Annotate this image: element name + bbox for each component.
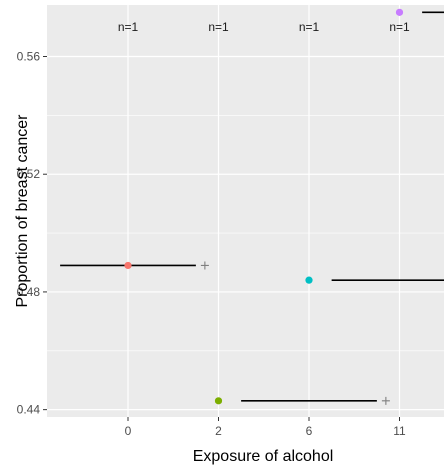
y-axis-ticks: 0.44 0.48 0.52 0.56 (17, 50, 47, 417)
data-point (305, 276, 313, 284)
y-tick-label: 0.44 (17, 403, 41, 417)
data-point (214, 397, 223, 405)
data-point (395, 8, 404, 16)
x-tick-label: 6 (306, 424, 313, 438)
y-tick-label: 0.52 (17, 167, 41, 181)
y-tick-label: 0.48 (17, 285, 41, 299)
count-annotation: n=1 (208, 20, 229, 34)
y-tick-label: 0.56 (17, 50, 41, 64)
x-axis-ticks: 0 2 6 11 (125, 417, 406, 438)
x-tick-label: 2 (215, 424, 222, 438)
x-tick-label: 0 (125, 424, 132, 438)
x-tick-label: 11 (393, 424, 406, 438)
plot-panel (47, 5, 444, 417)
minor-gridlines (47, 115, 444, 352)
data-marks: n=1 n=1 n=1 n=1 (60, 8, 444, 405)
count-annotation: n=1 (299, 20, 320, 34)
count-annotation: n=1 (389, 20, 410, 34)
x-axis-title: Exposure of alcohol (193, 448, 334, 465)
count-annotation: n=1 (118, 20, 139, 34)
y-axis-title: Proportion of breast cancer (14, 114, 31, 308)
major-gridlines (47, 5, 444, 417)
plus-marker (381, 396, 390, 405)
data-point (124, 261, 132, 270)
plus-marker (200, 261, 209, 270)
